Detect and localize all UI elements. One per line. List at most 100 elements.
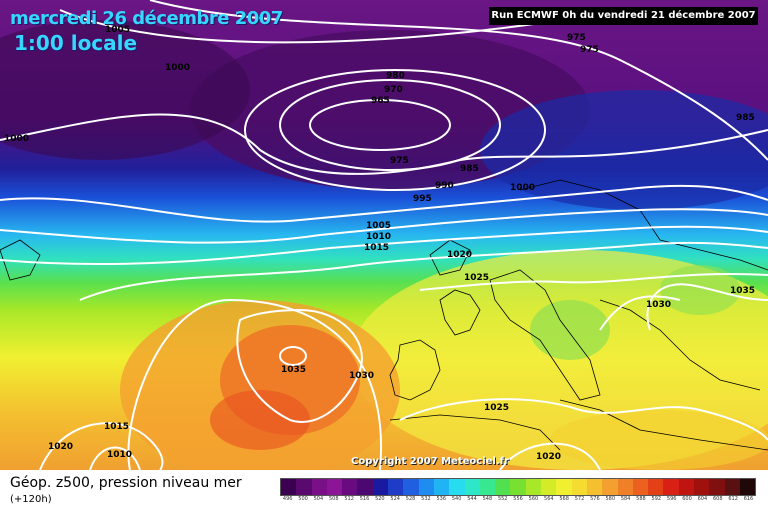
isobar-label: 1000 xyxy=(165,63,190,73)
legend-tick: 564 xyxy=(544,496,554,502)
legend-swatch xyxy=(617,479,633,495)
legend-swatch xyxy=(709,479,725,495)
legend-tick: 604 xyxy=(697,496,708,502)
legend-tick: 536 xyxy=(436,496,447,502)
color-legend: 496 500 504 508 512 516 520 524 528 532 536 540 544 5… xyxy=(280,478,756,508)
legend-tick: 496 xyxy=(282,496,293,502)
isobar-labels: 1005 1000 980 975 970 965 975 985 990 99… xyxy=(4,25,755,462)
run-info-badge: Run ECMWF 0h du vendredi 21 décembre 200… xyxy=(489,7,758,25)
legend-tick-labels: 496 500 504 508 512 516 520 524 528 532 536 540 544 5… xyxy=(280,496,756,506)
legend-tick: 532 xyxy=(421,496,431,502)
isobars xyxy=(0,0,768,470)
legend-swatch xyxy=(464,479,480,495)
legend-tick: 520 xyxy=(375,496,385,502)
isobar-label: 975 xyxy=(580,45,599,55)
legend-tick: 572 xyxy=(574,496,585,502)
legend-swatch xyxy=(281,479,297,495)
isobar-label: 975 xyxy=(567,33,586,43)
legend-swatch xyxy=(449,479,465,495)
isobar-label: 1025 xyxy=(484,403,509,413)
isobar-label: 1020 xyxy=(536,452,561,462)
legend-color-bar xyxy=(280,478,756,496)
isobar-label: 1030 xyxy=(646,300,671,310)
legend-tick: 612 xyxy=(728,496,738,502)
isobar-label: 985 xyxy=(460,164,479,174)
parameter-label: Géop. z500, pression niveau mer xyxy=(10,475,242,491)
legend-swatch xyxy=(403,479,419,495)
legend-swatch xyxy=(433,479,450,495)
legend-tick: 584 xyxy=(620,496,631,502)
legend-tick: 540 xyxy=(451,496,462,502)
legend-swatch xyxy=(663,479,679,495)
legend-tick: 608 xyxy=(712,496,723,502)
forecast-date: mercredi 26 décembre 2007 xyxy=(10,8,283,29)
isobar-label: 1000 xyxy=(510,183,535,193)
isobar-label: 965 xyxy=(371,96,390,106)
isobar-label: 1035 xyxy=(730,286,755,296)
legend-swatch xyxy=(525,479,542,495)
legend-swatch xyxy=(326,479,343,495)
legend-tick: 552 xyxy=(497,496,508,502)
legend-tick: 524 xyxy=(390,496,400,502)
isobar-label: 980 xyxy=(386,71,405,81)
legend-tick: 560 xyxy=(528,496,539,502)
legend-tick: 508 xyxy=(328,496,339,502)
weather-map: 1005 1000 980 975 970 965 975 985 990 99… xyxy=(0,0,768,470)
isobar-label: 1010 xyxy=(366,232,391,242)
copyright-text: Copyright 2007 Meteociel.fr xyxy=(351,456,509,467)
isobar-label: 1020 xyxy=(48,442,73,452)
legend-swatch xyxy=(648,479,664,495)
legend-swatch xyxy=(342,479,358,495)
legend-tick: 568 xyxy=(559,496,569,502)
legend-tick: 556 xyxy=(513,496,523,502)
legend-swatch xyxy=(357,479,373,495)
legend-swatch xyxy=(678,479,695,495)
legend-swatch xyxy=(632,479,649,495)
isobar-label: 990 xyxy=(435,181,454,191)
legend-tick: 528 xyxy=(405,496,416,502)
forecast-time: 1:00 locale xyxy=(14,31,138,55)
legend-tick: 544 xyxy=(467,496,477,502)
isobar-label: 985 xyxy=(736,113,755,123)
legend-tick: 548 xyxy=(482,496,493,502)
isobar-label: 1030 xyxy=(349,371,374,381)
lead-time-label: (+120h) xyxy=(10,494,52,505)
isobar-label: 1035 xyxy=(281,365,306,375)
isobar-label: 1015 xyxy=(364,243,389,253)
legend-swatch xyxy=(586,479,603,495)
legend-tick: 592 xyxy=(651,496,662,502)
isobar-label: 1010 xyxy=(107,450,132,460)
isobar-label: 1025 xyxy=(464,273,489,283)
legend-tick: 588 xyxy=(636,496,646,502)
legend-tick: 504 xyxy=(313,496,324,502)
legend-tick: 516 xyxy=(359,496,370,502)
legend-tick: 500 xyxy=(298,496,308,502)
legend-tick: 600 xyxy=(682,496,692,502)
legend-swatch xyxy=(479,479,496,495)
legend-swatch xyxy=(602,479,618,495)
coastlines xyxy=(0,179,768,451)
legend-swatch xyxy=(296,479,312,495)
legend-tick: 580 xyxy=(605,496,615,502)
legend-tick: 512 xyxy=(344,496,354,502)
isobar-label: 1005 xyxy=(105,25,130,35)
legend-swatch xyxy=(571,479,587,495)
legend-tick: 576 xyxy=(590,496,600,502)
legend-tick: 616 xyxy=(743,496,754,502)
isobar-label: 1020 xyxy=(447,250,472,260)
isobar-label: 995 xyxy=(413,194,432,204)
legend-swatch xyxy=(724,479,740,495)
legend-swatch xyxy=(510,479,526,495)
legend-tick: 596 xyxy=(666,496,677,502)
isobar-label: 1005 xyxy=(366,221,391,231)
isobar-label: 1000 xyxy=(4,134,29,144)
legend-swatch xyxy=(541,479,557,495)
legend-swatch xyxy=(495,479,511,495)
legend-swatch xyxy=(556,479,572,495)
legend-swatch xyxy=(694,479,710,495)
map-svg: 1005 1000 980 975 970 965 975 985 990 99… xyxy=(0,0,768,470)
legend-swatch xyxy=(388,479,404,495)
legend-swatch xyxy=(372,479,389,495)
isobar-label: 975 xyxy=(390,156,409,166)
legend-swatch xyxy=(739,479,756,495)
